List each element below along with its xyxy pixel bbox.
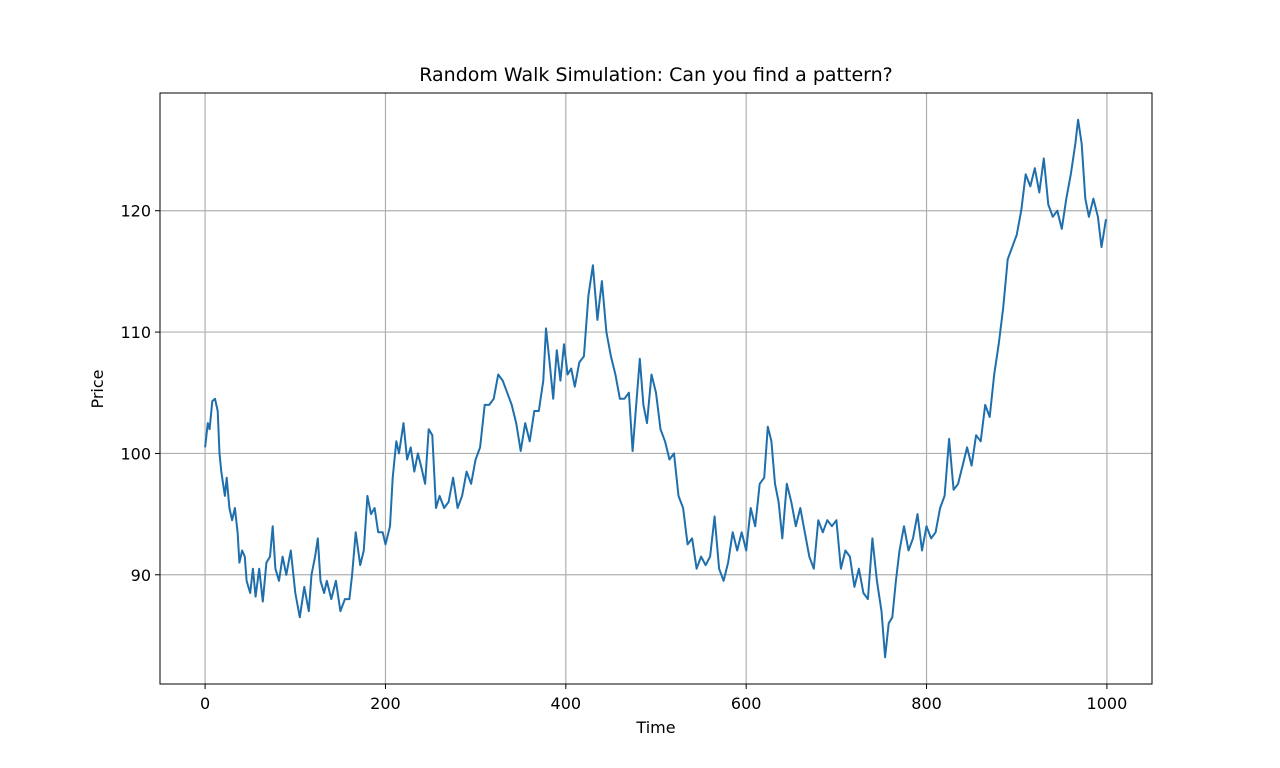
- plot-frame: [159, 92, 1153, 685]
- y-tick-label: 90: [131, 566, 151, 585]
- y-tick-label: 120: [120, 202, 151, 221]
- x-tick-label: 200: [370, 694, 401, 713]
- y-tick-label: 110: [120, 323, 151, 342]
- x-tick-label: 1000: [1087, 694, 1128, 713]
- x-tick-label: 600: [731, 694, 762, 713]
- x-tick-label: 800: [911, 694, 942, 713]
- x-axis-label: Time: [635, 718, 675, 737]
- line-series: [204, 118, 1107, 659]
- x-tick-label: 0: [200, 694, 210, 713]
- y-axis-label: Price: [88, 369, 107, 408]
- y-tick-label: 100: [120, 444, 151, 463]
- x-tick-label: 400: [551, 694, 582, 713]
- chart-title: Random Walk Simulation: Can you find a p…: [419, 64, 893, 86]
